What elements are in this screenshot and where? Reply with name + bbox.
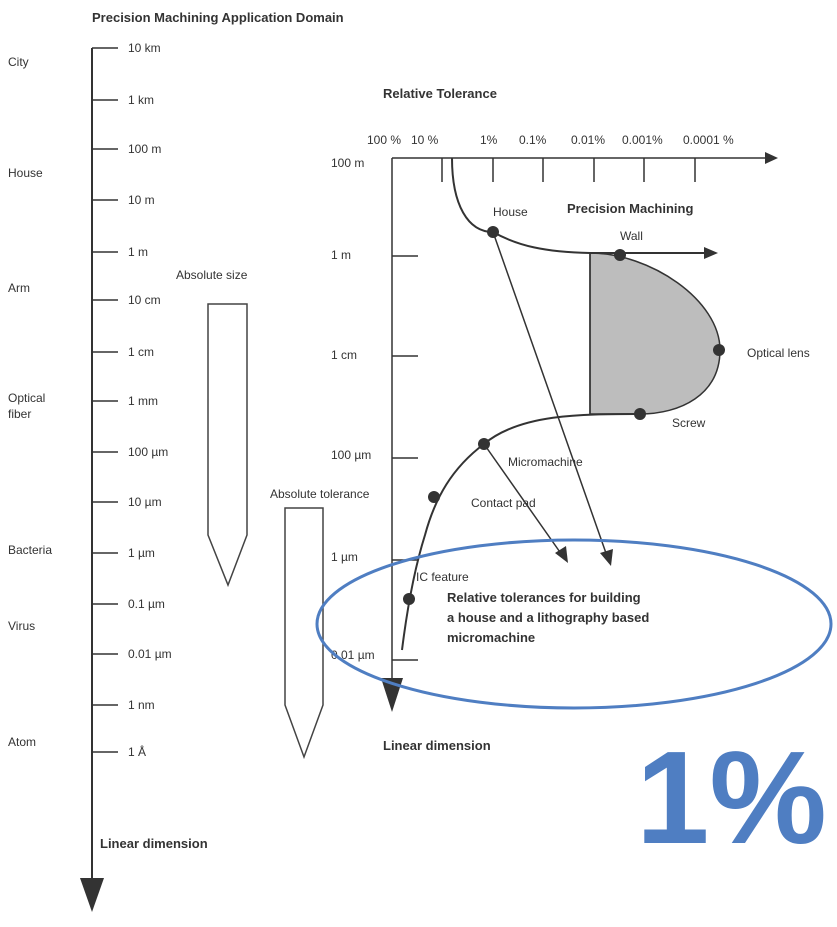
left-tick-label: 1 km [128, 93, 154, 107]
chart-left-tick-label: 100 µm [331, 448, 371, 462]
label-precision-machining: Precision Machining [567, 201, 693, 216]
object-label-city: City [8, 55, 29, 69]
object-label-optical: Optical [8, 391, 45, 405]
left-tick-label: 10 m [128, 193, 155, 207]
note-line-1: Relative tolerances for building [447, 590, 641, 605]
label-house: House [493, 205, 528, 219]
label-ic-feature: IC feature [416, 570, 469, 584]
left-tick-label: 1 cm [128, 345, 154, 359]
point-ic-feature [403, 593, 415, 605]
absolute-size-indicator: Absolute size [176, 268, 248, 588]
micromachine-diagonal-arrow [483, 443, 563, 556]
absolute-tolerance-indicator: Absolute tolerance [270, 487, 370, 760]
label-wall: Wall [620, 229, 643, 243]
point-optical-lens [713, 344, 725, 356]
left-tick-label: 0.01 µm [128, 647, 172, 661]
top-axis-arrow [765, 152, 778, 164]
chart-left-tick-label: 1 m [331, 248, 351, 262]
precision-machining-region [589, 252, 721, 415]
house-diagonal-arrow [492, 231, 608, 557]
object-label-house: House [8, 166, 43, 180]
top-tick-label: 10 % [411, 133, 439, 147]
left-axis-label: Linear dimension [100, 836, 208, 851]
point-wall [614, 249, 626, 261]
note-line-3: micromachine [447, 630, 535, 645]
chart-left-tick-label: 1 cm [331, 348, 357, 362]
left-axis-arrow [80, 878, 104, 912]
object-label-fiber: fiber [8, 407, 31, 421]
left-tick-label: 10 µm [128, 495, 162, 509]
left-tick-label: 10 km [128, 41, 161, 55]
top-tick-label: 0.1% [519, 133, 547, 147]
label-contact-pad: Contact pad [471, 496, 536, 510]
object-label-bacteria: Bacteria [8, 543, 52, 557]
left-tick-label: 0.1 µm [128, 597, 165, 611]
label-screw: Screw [672, 416, 706, 430]
left-tick-label: 100 µm [128, 445, 168, 459]
point-house [487, 226, 499, 238]
left-tick-label: 1 m [128, 245, 148, 259]
highlight-ellipse [315, 538, 833, 710]
left-tick-label: 10 cm [128, 293, 161, 307]
left-tick-label: 1 Å [128, 744, 146, 759]
note-line-2: a house and a lithography based [447, 610, 649, 625]
top-tick-label: 1% [480, 133, 498, 147]
left-scale: 10 km 1 km 100 m 10 m 1 m 10 cm 1 cm 1 m… [8, 41, 208, 912]
object-label-arm: Arm [8, 281, 30, 295]
top-tick-label: 100 % [367, 133, 401, 147]
absolute-tolerance-label: Absolute tolerance [270, 487, 370, 501]
left-tick-label: 1 mm [128, 394, 158, 408]
top-tick-label: 0.01% [571, 133, 605, 147]
left-tick-label: 100 m [128, 142, 161, 156]
top-tick-label: 0.001% [622, 133, 663, 147]
chart-left-tick-label: 1 µm [331, 550, 358, 564]
object-label-atom: Atom [8, 735, 36, 749]
tolerance-curve-lower [401, 413, 641, 651]
left-tick-label: 1 nm [128, 698, 155, 712]
point-screw [634, 408, 646, 420]
highlight-percent: 1% [636, 724, 827, 871]
object-label-virus: Virus [8, 619, 35, 633]
label-optical-lens: Optical lens [747, 346, 810, 360]
relative-tolerance-title: Relative Tolerance [383, 86, 497, 101]
absolute-size-label: Absolute size [176, 268, 248, 282]
point-contact-pad [428, 491, 440, 503]
relative-tolerance-chart: Relative Tolerance 100 % 10 % 1% 0.1% 0.… [331, 86, 810, 753]
top-tick-label: 0.0001 % [683, 133, 734, 147]
diagram-title: Precision Machining Application Domain [92, 10, 344, 25]
left-tick-label: 1 µm [128, 546, 155, 560]
chart-left-tick-label: 100 m [331, 156, 364, 170]
chart-axis-label: Linear dimension [383, 738, 491, 753]
label-micromachine: Micromachine [508, 455, 583, 469]
point-micromachine [478, 438, 490, 450]
chart-left-tick-label: 0.01 µm [331, 648, 375, 662]
